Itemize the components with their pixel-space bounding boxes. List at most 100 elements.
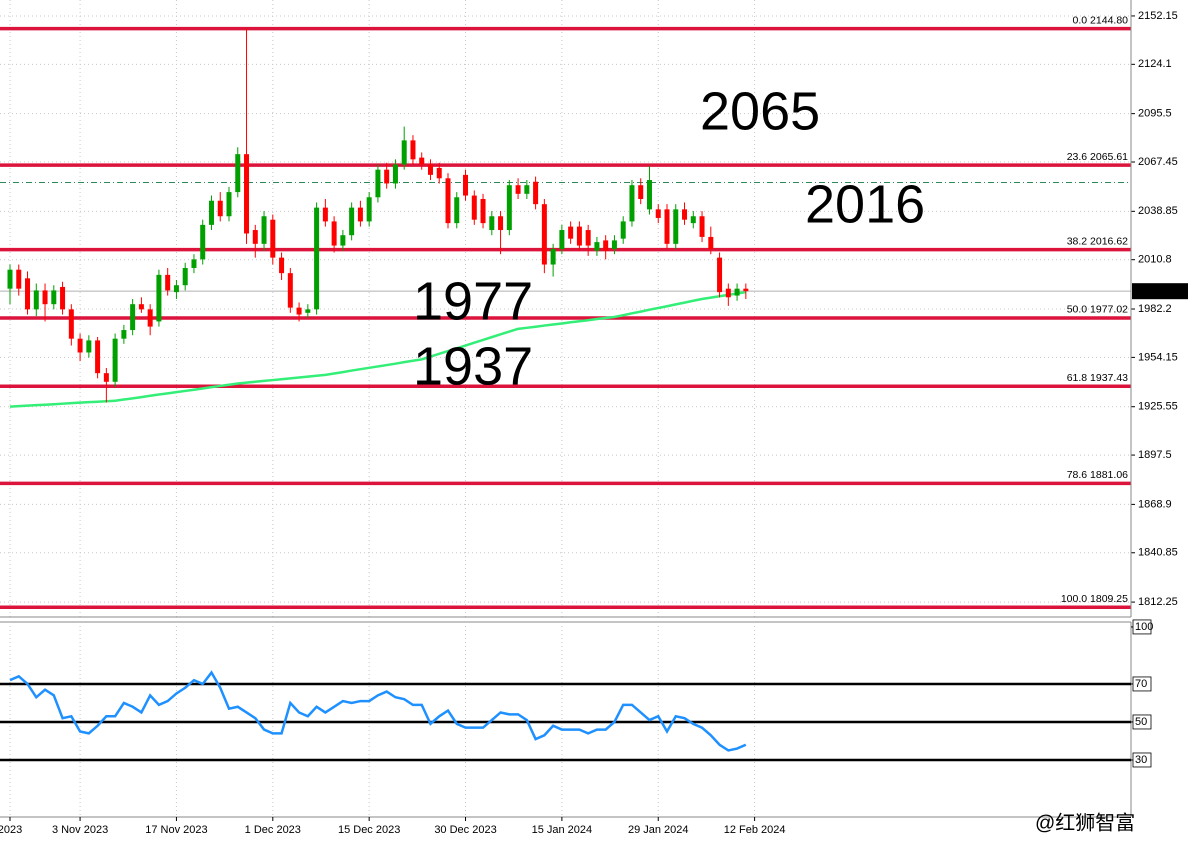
candle-body	[515, 185, 521, 194]
x-tick-label: 2023	[0, 824, 22, 836]
candle-body	[664, 209, 670, 244]
candle-body	[559, 230, 565, 250]
y-tick-label: 2124.1	[1138, 58, 1172, 70]
annotation: 1977	[413, 271, 533, 331]
x-tick-label: 30 Dec 2023	[434, 824, 496, 836]
candle-body	[620, 221, 626, 239]
x-tick-label: 12 Feb 2024	[724, 824, 786, 836]
candle-body	[226, 192, 232, 217]
candle-body	[463, 174, 469, 196]
y-tick-label: 2152.15	[1138, 10, 1178, 22]
annotation: 1937	[413, 336, 533, 396]
x-tick-label: 29 Jan 2024	[628, 824, 689, 836]
y-tick-label: 2095.5	[1138, 108, 1172, 120]
y-tick-label: 2038.85	[1138, 205, 1178, 217]
candle-body	[550, 249, 556, 265]
candle-body	[287, 273, 293, 308]
candle-body	[427, 164, 433, 175]
candle-body	[717, 257, 723, 293]
candle-body	[340, 235, 346, 246]
candle-body	[322, 207, 328, 222]
candle-body	[270, 219, 276, 258]
y-tick-label: 50	[1135, 716, 1147, 728]
y-tick-label: 1868.9	[1138, 498, 1172, 510]
candle-body	[541, 204, 547, 265]
candle-body	[401, 140, 407, 165]
y-tick-box	[1132, 676, 1152, 692]
y-tick-label: 1954.15	[1138, 351, 1178, 363]
candle-body	[279, 257, 285, 274]
candle-body	[296, 307, 302, 315]
candle-body	[594, 242, 600, 251]
candle-body	[33, 290, 39, 310]
y-tick-label: 30	[1135, 754, 1147, 766]
fib-level-label: 0.0 2144.80	[1073, 14, 1129, 26]
annotation: 2065	[700, 81, 820, 141]
annotation: 2016	[805, 174, 925, 234]
watermark: @红狮智富	[1035, 811, 1135, 834]
y-tick-label: 1840.85	[1138, 547, 1178, 559]
candle-body	[384, 169, 390, 184]
candle-body	[489, 216, 495, 231]
candle-body	[112, 338, 118, 382]
y-tick-box	[1132, 752, 1152, 768]
candle-body	[375, 169, 381, 198]
candle-body	[646, 180, 652, 210]
candle-body	[130, 304, 136, 331]
candle-body	[410, 140, 416, 160]
candle-body	[68, 309, 74, 339]
candle-body	[568, 226, 574, 239]
candle-body	[611, 240, 617, 250]
candle-body	[673, 209, 679, 244]
moving-average	[9, 290, 747, 408]
candle-body	[419, 157, 425, 165]
fib-level-label: 100.0 1809.25	[1061, 593, 1128, 605]
candle-body	[734, 288, 740, 296]
rsi-line	[9, 670, 747, 752]
candle-body	[655, 209, 661, 218]
candle-body	[690, 216, 696, 224]
candle-body	[471, 195, 477, 220]
candle-body	[77, 338, 83, 353]
y-tick-label: 2067.45	[1138, 156, 1178, 168]
fib-level-label: 38.2 2016.62	[1067, 235, 1128, 247]
candle-body	[638, 185, 644, 199]
last-price-box	[1132, 283, 1188, 300]
candle-body	[331, 221, 337, 246]
y-tick-box	[1132, 714, 1152, 730]
x-tick-label: 15 Dec 2023	[338, 824, 400, 836]
candle-body	[498, 216, 504, 231]
candle-body	[191, 259, 197, 268]
candle-body	[506, 185, 512, 231]
candle-body	[454, 197, 460, 224]
candle-body	[156, 274, 162, 322]
x-tick-label: 1 Dec 2023	[245, 824, 301, 836]
candle-body	[603, 240, 609, 251]
candle-body	[86, 340, 92, 353]
candle-body	[60, 286, 66, 310]
x-tick-label: 3 Nov 2023	[52, 824, 108, 836]
y-tick-label: 1897.5	[1138, 449, 1172, 461]
candle-body	[699, 216, 705, 237]
candle-body	[357, 207, 363, 222]
candle-body	[7, 269, 13, 289]
candle-body	[305, 309, 311, 313]
fib-level-label: 23.6 2065.61	[1067, 151, 1128, 163]
candle-body	[725, 288, 731, 298]
y-tick-label: 100	[1135, 621, 1153, 633]
candle-body	[349, 207, 355, 236]
candle-body	[533, 181, 539, 205]
y-tick-label: 1982.2	[1138, 303, 1172, 315]
candle-body	[585, 230, 591, 246]
candle-body	[436, 167, 442, 179]
y-tick-label: 1925.55	[1138, 401, 1178, 413]
candle-body	[524, 185, 530, 194]
candle-body	[261, 216, 267, 244]
candle-body	[480, 198, 486, 224]
candle-body	[138, 304, 144, 310]
y-tick-box	[1132, 619, 1152, 635]
candle-body	[629, 185, 635, 222]
candle-body	[200, 224, 206, 260]
last-price-label: 1992.54	[1137, 285, 1177, 297]
